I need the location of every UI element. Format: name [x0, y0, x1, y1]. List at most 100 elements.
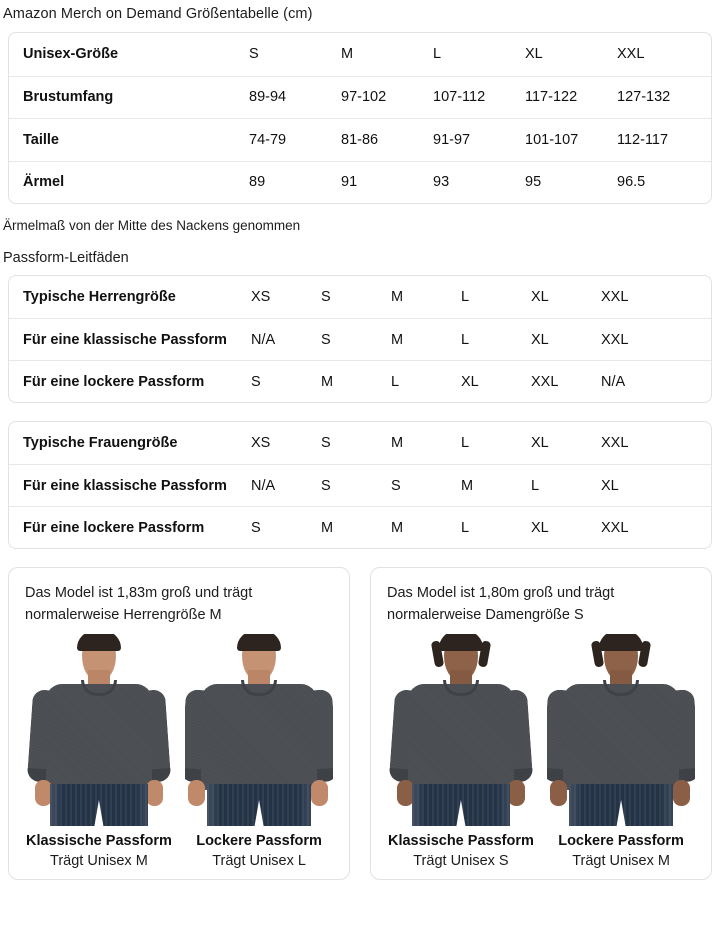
model-jeans-icon	[411, 784, 510, 826]
mens-classic-6: XXL	[601, 331, 629, 348]
sleeve-xxl: 96.5	[617, 174, 646, 191]
womens-typical-1: XS	[251, 435, 271, 451]
row-label-chest: Brustumfang	[23, 89, 114, 106]
table-row: Für eine lockere Passform S M M L XL XXL	[9, 506, 711, 548]
chest-xxl: 127-132	[617, 89, 671, 106]
model-jeans-icon	[207, 784, 312, 826]
womens-classic-1: N/A	[251, 477, 276, 494]
female-model-heading: Das Model ist 1,80m groß und trägt norma…	[387, 585, 615, 623]
female-loose-fit-caption: Lockere Passform	[558, 833, 684, 849]
table-row: Typische Herrengröße XS S M L XL XXL	[9, 276, 711, 318]
male-classic-fit-caption: Klassische Passform	[25, 833, 172, 849]
sweatshirt-loose-icon	[201, 680, 318, 790]
female-loose-fit-size: Trägt Unisex M	[572, 853, 670, 869]
womens-classic-4: M	[461, 477, 474, 494]
sleeve-l: 93	[433, 174, 450, 191]
table-row: Ärmel 89 91 93 95 96.5	[9, 160, 711, 204]
female-model-figures: Klassische Passform Trägt Unisex S	[387, 634, 695, 869]
waist-l: 91-97	[433, 131, 471, 148]
male-loose-fit-caption: Lockere Passform	[196, 833, 322, 849]
model-right-hand-icon	[507, 780, 525, 806]
row-label-sleeve: Ärmel	[23, 174, 65, 191]
male-loose-fit-photo	[185, 634, 333, 826]
chest-l: 107-112	[433, 89, 486, 106]
table-row: Für eine klassische Passform N/A S S M L…	[9, 464, 711, 506]
womens-loose-6: XXL	[601, 519, 629, 536]
mens-typical-6: XXL	[601, 289, 629, 305]
chest-m: 97-102	[341, 89, 387, 106]
mens-loose-2: M	[321, 373, 334, 390]
waist-xl: 101-107	[525, 131, 579, 148]
size-table-header-label: Unisex-Größe	[23, 46, 119, 63]
male-classic-fit-figure: Klassische Passform Trägt Unisex M	[25, 634, 173, 869]
model-cards-row: Das Model ist 1,83m groß und trägt norma…	[8, 567, 712, 880]
male-classic-fit-photo	[25, 634, 173, 826]
mens-classic-5: XL	[531, 331, 549, 348]
model-hair-icon	[599, 634, 644, 651]
male-model-heading: Das Model ist 1,83m groß und trägt norma…	[25, 585, 253, 623]
model-left-hand-icon	[34, 780, 52, 806]
waist-s: 74-79	[249, 131, 287, 148]
model-hair-icon	[438, 634, 483, 651]
model-jeans-icon	[569, 784, 674, 826]
mens-classic-3: M	[391, 331, 404, 348]
table-row: Brustumfang 89-94 97-102 107-112 117-122…	[9, 75, 711, 119]
womens-loose-1: S	[251, 519, 261, 536]
model-hair-icon	[237, 634, 282, 651]
womens-typical-6: XXL	[601, 435, 629, 451]
womens-typical-3: M	[391, 435, 404, 451]
female-model-card: Das Model ist 1,80m groß und trägt norma…	[370, 567, 712, 880]
size-header-xl: XL	[525, 46, 543, 63]
sweatshirt-loose-icon	[563, 680, 680, 790]
mens-classic-2: S	[321, 331, 331, 348]
size-header-s: S	[249, 46, 259, 63]
sweatshirt-classic-icon	[45, 680, 152, 788]
womens-classic-2: S	[321, 477, 331, 494]
mens-classic-1: N/A	[251, 331, 276, 348]
waist-m: 81-86	[341, 131, 379, 148]
mens-classic-4: L	[461, 331, 470, 348]
model-right-hand-icon	[311, 780, 329, 806]
fit-guides-title: Passform-Leitfäden	[3, 250, 129, 266]
womens-typical-5: XL	[531, 435, 549, 451]
male-loose-fit-size: Trägt Unisex L	[212, 853, 306, 869]
mens-loose-5: XXL	[531, 373, 559, 390]
male-model-figures: Klassische Passform Trägt Unisex M	[25, 634, 333, 869]
model-right-hand-icon	[145, 780, 163, 806]
row-label-waist: Taille	[23, 131, 59, 148]
sleeve-measurement-note: Ärmelmaß von der Mitte des Nackens genom…	[3, 218, 301, 233]
womens-loose-5: XL	[531, 519, 549, 536]
male-classic-fit-size: Trägt Unisex M	[50, 853, 148, 869]
page-title: Amazon Merch on Demand Größentabelle (cm…	[3, 6, 313, 22]
table-row: Typische Frauengröße XS S M L XL XXL	[9, 422, 711, 464]
womens-loose-3: M	[391, 519, 404, 536]
row-label-typical-mens-size: Typische Herrengröße	[23, 289, 176, 305]
waist-xxl: 112-117	[617, 131, 669, 148]
chest-xl: 117-122	[525, 89, 578, 106]
mens-typical-2: S	[321, 289, 331, 305]
womens-classic-6: XL	[601, 477, 619, 494]
mens-typical-3: M	[391, 289, 404, 305]
row-label-typical-womens-size: Typische Frauengröße	[23, 435, 178, 451]
womens-classic-3: S	[391, 477, 401, 494]
female-classic-fit-photo	[387, 634, 535, 826]
female-classic-fit-size: Trägt Unisex S	[413, 853, 509, 869]
model-left-hand-icon	[550, 780, 568, 806]
womens-typical-2: S	[321, 435, 331, 451]
female-loose-fit-figure: Lockere Passform Trägt Unisex M	[547, 634, 695, 869]
table-row: Für eine klassische Passform N/A S M L X…	[9, 318, 711, 360]
mens-loose-6: N/A	[601, 373, 626, 390]
mens-loose-4: XL	[461, 373, 479, 390]
womens-typical-4: L	[461, 435, 470, 451]
model-left-hand-icon	[188, 780, 206, 806]
row-label-mens-classic-fit: Für eine klassische Passform	[23, 331, 227, 348]
mens-loose-3: L	[391, 373, 400, 390]
female-loose-fit-photo	[547, 634, 695, 826]
model-left-hand-icon	[396, 780, 414, 806]
size-table: Unisex-Größe S M L XL XXL Brustumfang 89…	[8, 32, 712, 204]
model-hair-icon	[76, 634, 121, 651]
female-classic-fit-figure: Klassische Passform Trägt Unisex S	[387, 634, 535, 869]
male-model-card: Das Model ist 1,83m groß und trägt norma…	[8, 567, 350, 880]
table-header-row: Unisex-Größe S M L XL XXL	[9, 33, 711, 76]
model-right-hand-icon	[673, 780, 691, 806]
